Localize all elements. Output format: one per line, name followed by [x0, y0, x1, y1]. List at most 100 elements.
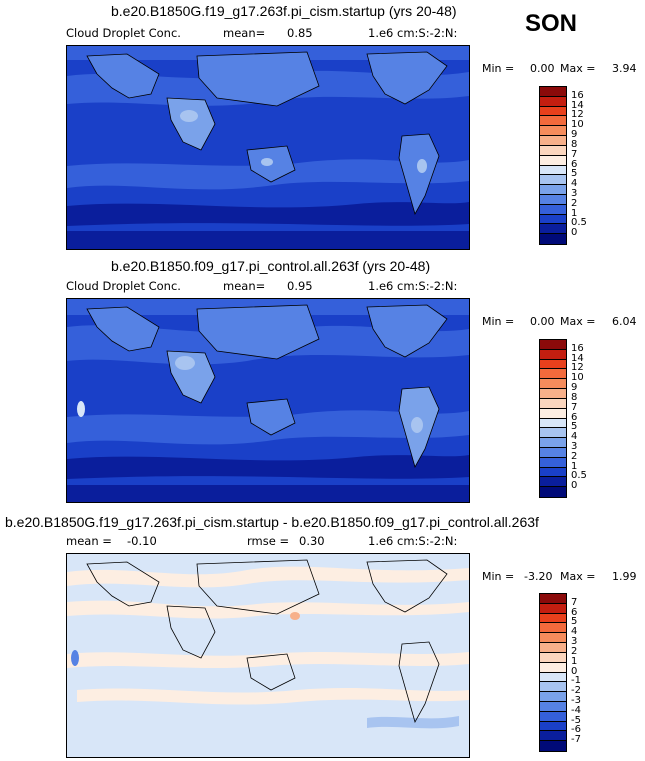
- panel2-mean-label: mean=: [223, 279, 266, 293]
- colorbar-tick-label: -7: [571, 734, 581, 746]
- colorbar-swatch: [540, 662, 566, 673]
- colorbar-swatch: [540, 418, 566, 429]
- panel3-max-label: Max =: [560, 570, 596, 583]
- colorbar-tick-label: 12: [571, 109, 584, 121]
- colorbar-tick-label: 5: [571, 616, 578, 628]
- colorbar-tick-label: 1: [571, 460, 578, 472]
- colorbar-swatch: [540, 643, 566, 653]
- panel1-max-label: Max =: [560, 62, 596, 75]
- colorbar-swatch: [540, 613, 566, 624]
- colorbar-swatch: [540, 96, 566, 107]
- colorbar-tick-label: 2: [571, 645, 578, 657]
- colorbar-tick-label: 1: [571, 207, 578, 219]
- colorbar-swatch: [540, 672, 566, 683]
- panel3-max-value: 1.99: [612, 570, 637, 583]
- colorbar-tick-label: 16: [571, 89, 584, 101]
- colorbar-swatch: [540, 369, 566, 380]
- panel2-max-value: 6.04: [612, 315, 637, 328]
- panel1-colorbar: [539, 86, 567, 245]
- panel3-title: b.e20.B1850G.f19_g17.263f.pi_cism.startu…: [5, 514, 539, 530]
- colorbar-tick-label: 9: [571, 382, 578, 394]
- colorbar-swatch: [540, 340, 566, 350]
- panel1-max-value: 3.94: [612, 62, 637, 75]
- panel2-map: [66, 298, 470, 503]
- colorbar-tick-label: 7: [571, 596, 578, 608]
- colorbar-tick-label: 2: [571, 197, 578, 209]
- colorbar-tick-label: 1: [571, 655, 578, 667]
- colorbar-swatch: [540, 204, 566, 215]
- panel2-title: b.e20.B1850.f09_g17.pi_control.all.263f …: [111, 258, 431, 274]
- colorbar-tick-label: 7: [571, 148, 578, 160]
- panel2-map-field: [67, 299, 469, 502]
- colorbar-tick-label: 3: [571, 187, 578, 199]
- panel3-min-value: -3.20: [524, 570, 553, 583]
- colorbar-tick-label: 14: [571, 352, 584, 364]
- colorbar-swatch: [540, 87, 566, 97]
- colorbar-swatch: [540, 126, 566, 137]
- colorbar-swatch: [540, 408, 566, 419]
- colorbar-swatch: [540, 731, 566, 742]
- panel3-colorbar: [539, 593, 567, 752]
- colorbar-tick-label: -4: [571, 704, 581, 716]
- panel2-units: 1.e6 cm:S:-2:N:: [368, 279, 458, 293]
- panel2-min-value: 0.00: [530, 315, 555, 328]
- panel3-min-label: Min =: [482, 570, 515, 583]
- colorbar-swatch: [540, 721, 566, 732]
- colorbar-swatch: [540, 682, 566, 693]
- panel1-map: [66, 45, 470, 250]
- colorbar-tick-label: -5: [571, 714, 581, 726]
- colorbar-swatch: [540, 477, 566, 488]
- panel1-variable: Cloud Droplet Conc.: [66, 26, 181, 40]
- colorbar-tick-label: 0: [571, 480, 578, 492]
- colorbar-swatch: [540, 165, 566, 176]
- panel1-colorbar-labels: 16 14 12 10 9 8 7 6 5 4 3 2 1 0.5 0: [571, 86, 611, 243]
- colorbar-swatch: [540, 145, 566, 156]
- colorbar-swatch: [540, 359, 566, 370]
- colorbar-tick-label: 4: [571, 431, 578, 443]
- colorbar-swatch: [540, 438, 566, 448]
- colorbar-swatch: [540, 603, 566, 614]
- panel1-map-field: [67, 46, 469, 249]
- panel2-variable: Cloud Droplet Conc.: [66, 279, 181, 293]
- colorbar-tick-label: 6: [571, 606, 578, 618]
- colorbar-tick-label: 0: [571, 665, 578, 677]
- colorbar-swatch: [540, 214, 566, 225]
- panel3-mean-label: mean =: [66, 534, 112, 548]
- colorbar-swatch: [540, 594, 566, 604]
- colorbar-swatch: [540, 155, 566, 166]
- panel3-map: [66, 553, 470, 758]
- colorbar-swatch: [540, 428, 566, 439]
- colorbar-swatch: [540, 194, 566, 205]
- colorbar-tick-label: 3: [571, 440, 578, 452]
- colorbar-swatch: [540, 741, 566, 751]
- panel3-rmse-value: 0.30: [299, 534, 325, 548]
- panel2-max-label: Max =: [560, 315, 596, 328]
- colorbar-tick-label: -2: [571, 685, 581, 697]
- colorbar-swatch: [540, 389, 566, 399]
- colorbar-tick-label: 14: [571, 99, 584, 111]
- colorbar-swatch: [540, 398, 566, 409]
- colorbar-tick-label: 0.5: [571, 470, 587, 482]
- colorbar-tick-label: 3: [571, 636, 578, 648]
- colorbar-swatch: [540, 467, 566, 478]
- panel3-mean-value: -0.10: [127, 534, 157, 548]
- colorbar-swatch: [540, 692, 566, 702]
- panel2-min-label: Min =: [482, 315, 515, 328]
- panel1-units: 1.e6 cm:S:-2:N:: [368, 26, 458, 40]
- colorbar-swatch: [540, 116, 566, 127]
- panel1-title: b.e20.B1850G.f19_g17.263f.pi_cism.startu…: [111, 3, 457, 19]
- colorbar-swatch: [540, 701, 566, 712]
- colorbar-swatch: [540, 175, 566, 186]
- season-label: SON: [525, 10, 578, 37]
- panel2-colorbar-labels: 16 14 12 10 9 8 7 6 5 4 3 2 1 0.5 0: [571, 339, 611, 496]
- panel3-map-field: [67, 554, 469, 757]
- panel1-mean-label: mean=: [223, 26, 266, 40]
- colorbar-tick-label: 4: [571, 626, 578, 638]
- colorbar-swatch: [540, 652, 566, 663]
- colorbar-tick-label: -3: [571, 694, 581, 706]
- colorbar-tick-label: 5: [571, 421, 578, 433]
- colorbar-swatch: [540, 106, 566, 117]
- panel3-units: 1.e6 cm:S:-2:N:: [368, 534, 458, 548]
- colorbar-swatch: [540, 447, 566, 458]
- colorbar-swatch: [540, 185, 566, 195]
